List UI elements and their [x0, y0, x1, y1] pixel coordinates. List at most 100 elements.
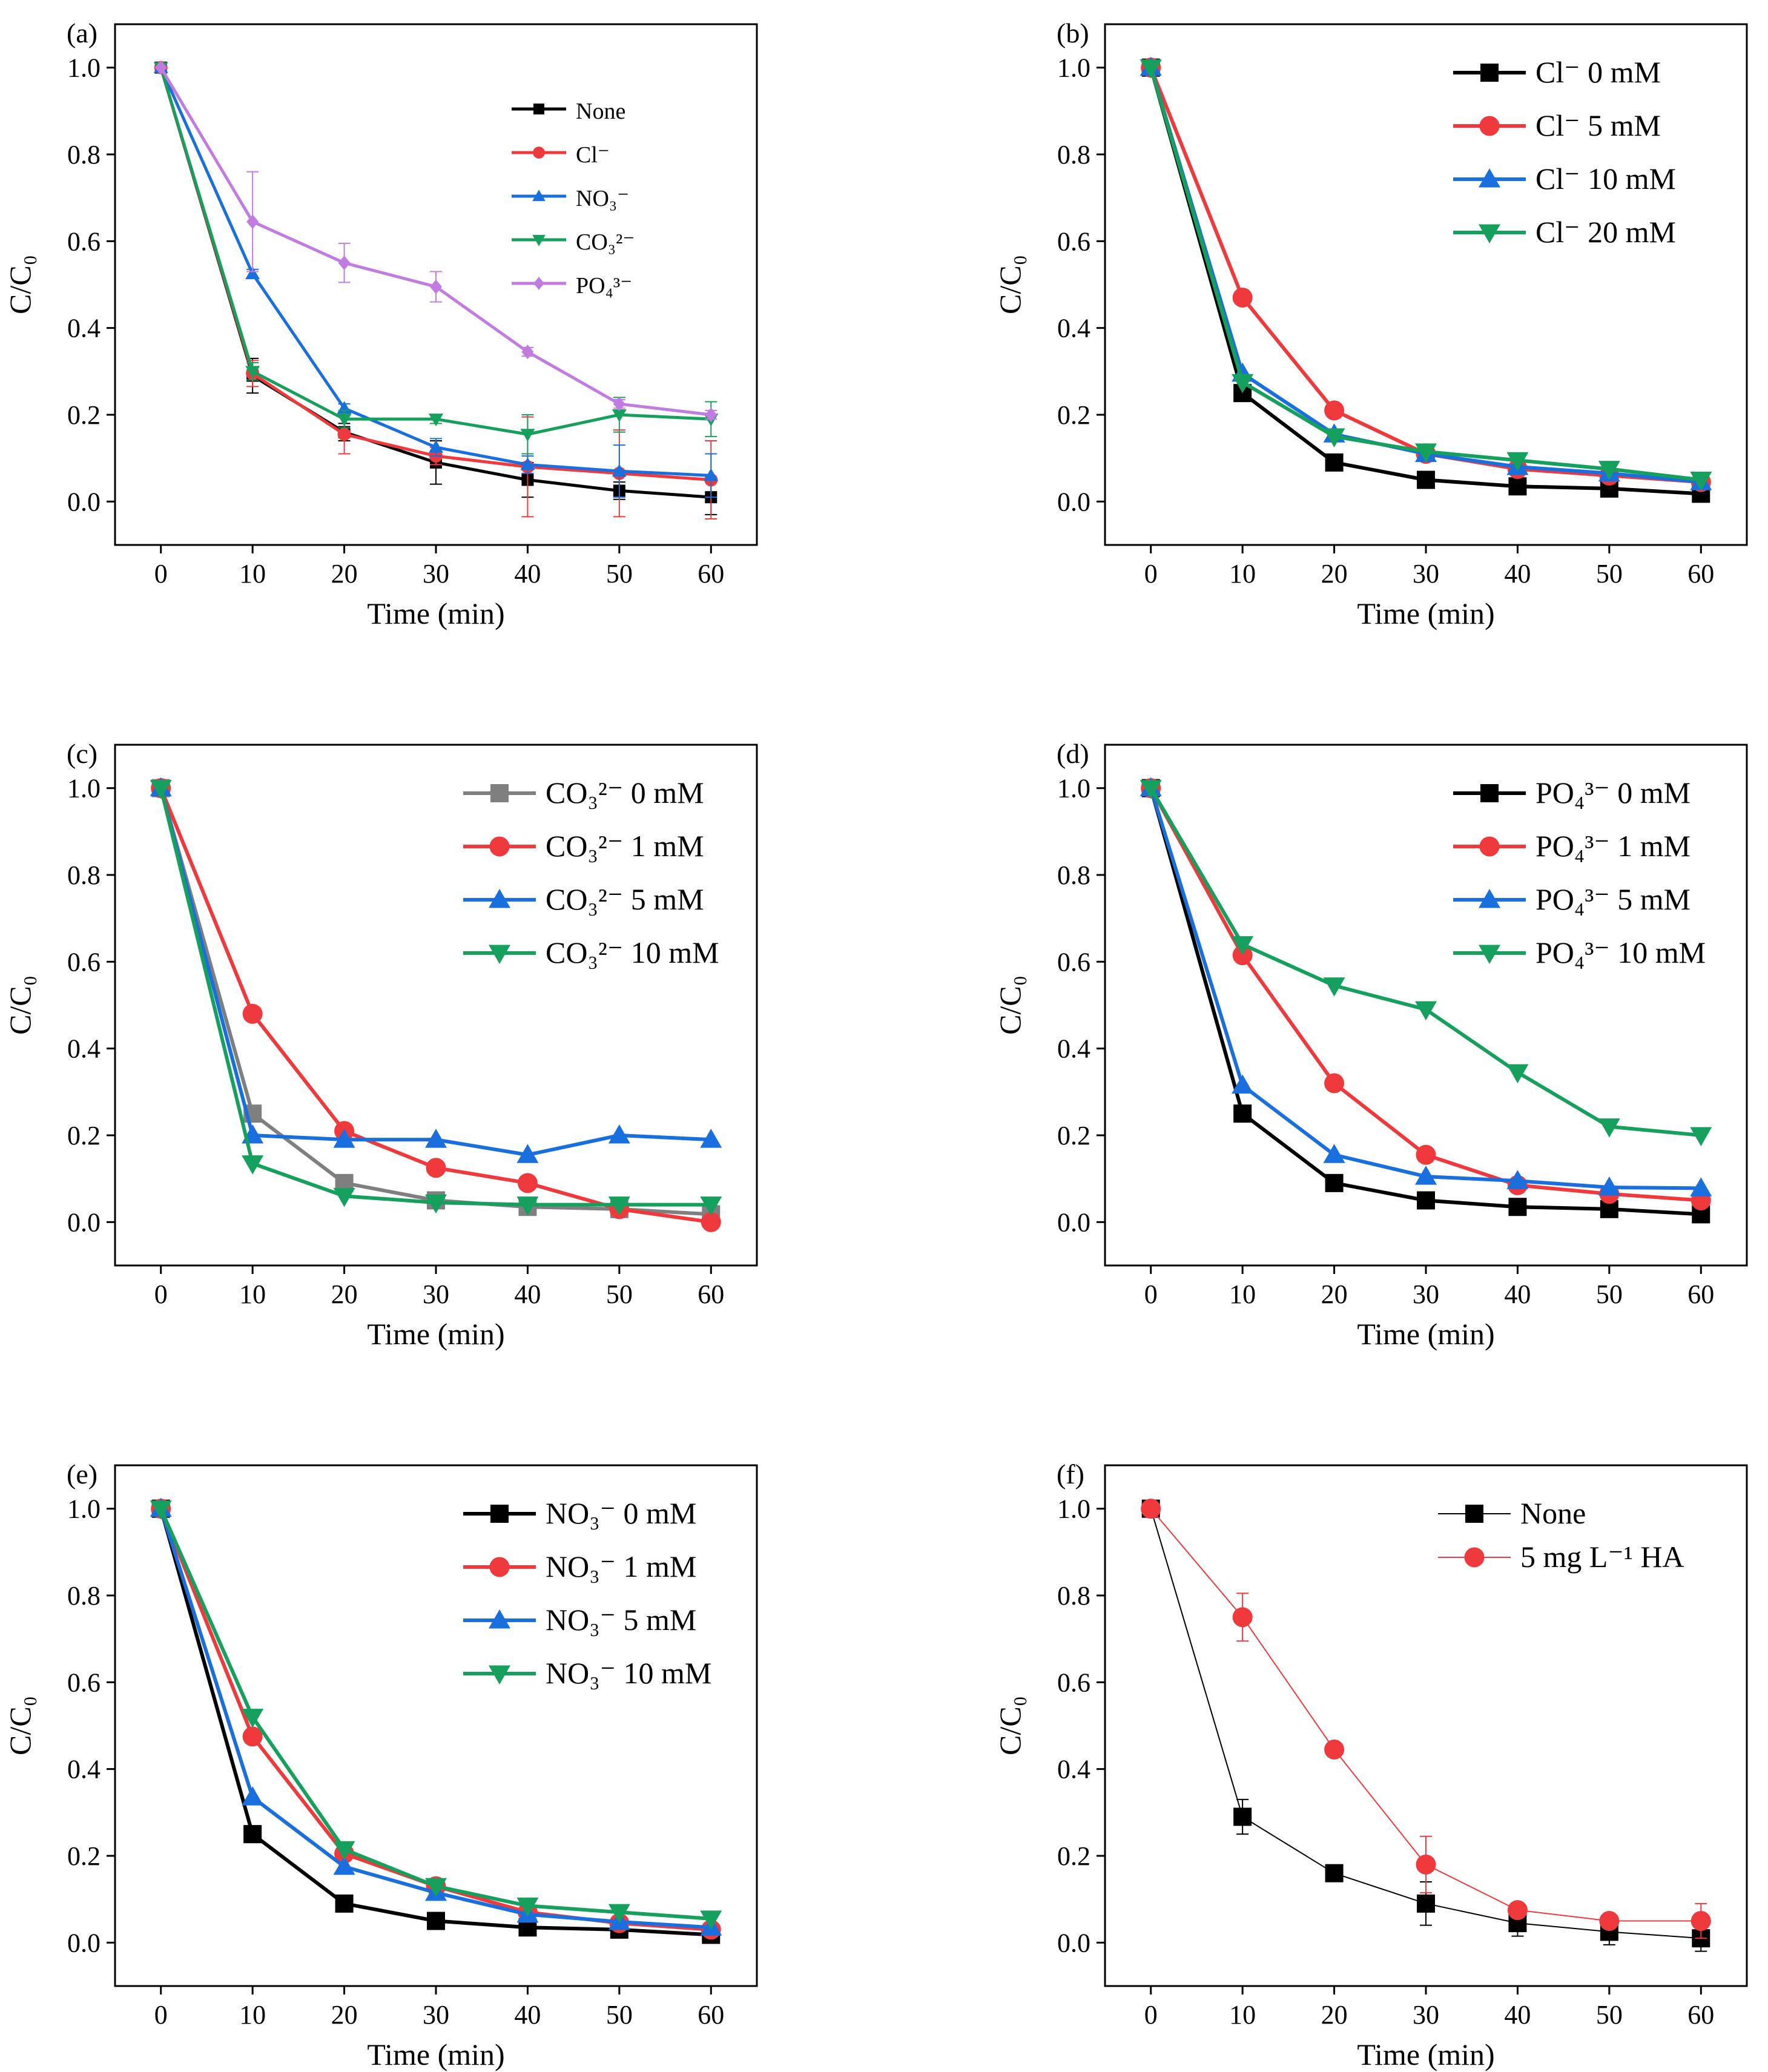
- y-tick-label: 0.6: [67, 1668, 101, 1697]
- data-point: [516, 1897, 539, 1917]
- x-axis-title: Time (min): [1357, 596, 1494, 630]
- legend-label: CO₃²⁻ 1 mM: [546, 829, 704, 863]
- legend-item: NO₃⁻ 10 mM: [463, 1656, 711, 1690]
- data-point: [516, 1196, 539, 1216]
- series-3: [1140, 59, 1712, 491]
- y-tick-label: 0.8: [67, 1581, 101, 1611]
- data-point: [1415, 1166, 1437, 1185]
- data-point: [1598, 1176, 1620, 1196]
- y-tick-label: 0.0: [1057, 487, 1090, 516]
- legend-item: NO₃⁻ 0 mM: [463, 1496, 696, 1530]
- data-point: [335, 1894, 354, 1913]
- x-tick-label: 40: [514, 1279, 541, 1309]
- x-tick-label: 60: [1687, 2000, 1714, 2030]
- data-point: [425, 1878, 447, 1898]
- x-axis-title: Time (min): [1357, 1317, 1494, 1351]
- legend: Cl⁻ 0 mM Cl⁻ 5 mM Cl⁻ 10 mM Cl⁻ 20 mM: [1453, 55, 1676, 249]
- data-point: [1599, 1911, 1620, 1931]
- data-point: [242, 1726, 263, 1747]
- legend-item: CO₃²⁻: [512, 229, 635, 255]
- y-axis-title: C/C₀: [3, 1696, 37, 1755]
- x-tick-label: 20: [331, 1279, 358, 1309]
- data-point: [1415, 1001, 1437, 1021]
- legend-item: PO₄³⁻ 0 mM: [1453, 776, 1690, 810]
- y-tick-label: 0.6: [67, 226, 101, 256]
- x-tick-label: 50: [606, 2000, 633, 2030]
- y-tick-label: 1.0: [1057, 1494, 1090, 1524]
- x-tick-label: 0: [1144, 559, 1158, 589]
- legend-marker: [533, 104, 544, 114]
- data-point: [1416, 1144, 1436, 1165]
- data-point: [1508, 477, 1527, 496]
- data-point: [338, 256, 351, 271]
- x-tick-label: 50: [606, 1279, 633, 1309]
- x-tick-label: 30: [1413, 2000, 1439, 2030]
- data-point: [705, 407, 717, 422]
- legend-marker: [490, 784, 509, 802]
- series-2: [150, 777, 722, 1163]
- data-point: [337, 414, 352, 427]
- y-tick-label: 0.8: [1057, 860, 1090, 890]
- data-point: [700, 1129, 722, 1148]
- legend-item: None: [1438, 1496, 1586, 1530]
- y-tick-label: 1.0: [1057, 53, 1090, 83]
- panel-4: 0 10 20 30 40 50 60 0.0 0.2 0.4 0.6 0.8 1.0 Time (min…: [3, 1459, 758, 2071]
- y-tick-label: 0.4: [67, 1755, 101, 1784]
- data-point: [1506, 1170, 1529, 1189]
- panel-2: 0 10 20 30 40 50 60 0.0 0.2 0.4 0.6 0.8 1.0 Time (min…: [3, 738, 758, 1351]
- data-point: [608, 1196, 630, 1216]
- data-point: [333, 1187, 355, 1207]
- data-point: [1598, 1118, 1620, 1138]
- x-tick-label: 30: [423, 1279, 449, 1309]
- y-tick-label: 0.4: [1057, 1755, 1090, 1784]
- data-point: [1324, 1739, 1345, 1760]
- legend-label: Cl⁻ 20 mM: [1535, 215, 1676, 249]
- data-point: [333, 1855, 355, 1875]
- legend-label: PO₄³⁻: [576, 273, 632, 299]
- panel-5: 0 10 20 30 40 50 60 0.0 0.2 0.4 0.6 0.8 1.0 Time (min…: [993, 1459, 1748, 2071]
- panel-label: (b): [1057, 18, 1089, 48]
- data-point: [612, 409, 627, 422]
- series-3: [150, 1500, 722, 1930]
- data-point: [1690, 1127, 1712, 1146]
- data-point: [1140, 59, 1162, 79]
- legend-marker: [1464, 1547, 1485, 1568]
- legend-item: NO₃⁻ 1 mM: [463, 1549, 696, 1583]
- data-point: [333, 1129, 355, 1148]
- data-point: [243, 1825, 262, 1844]
- x-tick-label: 40: [1504, 2000, 1531, 2030]
- data-point: [1508, 1198, 1527, 1216]
- legend-marker: [1465, 1505, 1483, 1523]
- legend-label: PO₄³⁻ 10 mM: [1535, 935, 1706, 969]
- legend-marker: [489, 1665, 510, 1684]
- data-point: [1140, 780, 1162, 799]
- data-point: [1323, 428, 1345, 447]
- x-tick-label: 20: [1321, 1279, 1348, 1309]
- data-point: [700, 1196, 722, 1216]
- y-tick-label: 0.0: [1057, 1928, 1090, 1958]
- legend-item: 5 mg L⁻¹ HA: [1438, 1540, 1684, 1574]
- legend-item: Cl⁻ 20 mM: [1453, 215, 1676, 249]
- legend-label: NO₃⁻ 1 mM: [546, 1549, 696, 1583]
- x-tick-label: 40: [514, 559, 541, 589]
- y-tick-label: 0.2: [67, 400, 101, 430]
- data-point: [425, 1194, 447, 1214]
- data-point: [1325, 453, 1344, 472]
- legend-item: None: [512, 99, 625, 124]
- data-point: [1415, 443, 1437, 463]
- y-tick-label: 0.2: [67, 1121, 101, 1150]
- legend-label: NO₃⁻ 0 mM: [546, 1496, 696, 1530]
- data-point: [426, 1158, 446, 1178]
- y-tick-label: 1.0: [67, 774, 101, 803]
- x-tick-label: 10: [1229, 2000, 1256, 2030]
- legend-item: PO₄³⁻ 10 mM: [1453, 935, 1706, 969]
- legend-marker: [1480, 784, 1499, 802]
- y-tick-label: 0.6: [1057, 947, 1090, 977]
- y-tick-label: 0.6: [1057, 226, 1090, 256]
- data-point: [613, 397, 625, 412]
- legend-marker: [1480, 64, 1499, 82]
- data-point: [150, 1500, 172, 1520]
- legend-label: 5 mg L⁻¹ HA: [1520, 1540, 1684, 1574]
- legend-item: Cl⁻: [512, 142, 610, 168]
